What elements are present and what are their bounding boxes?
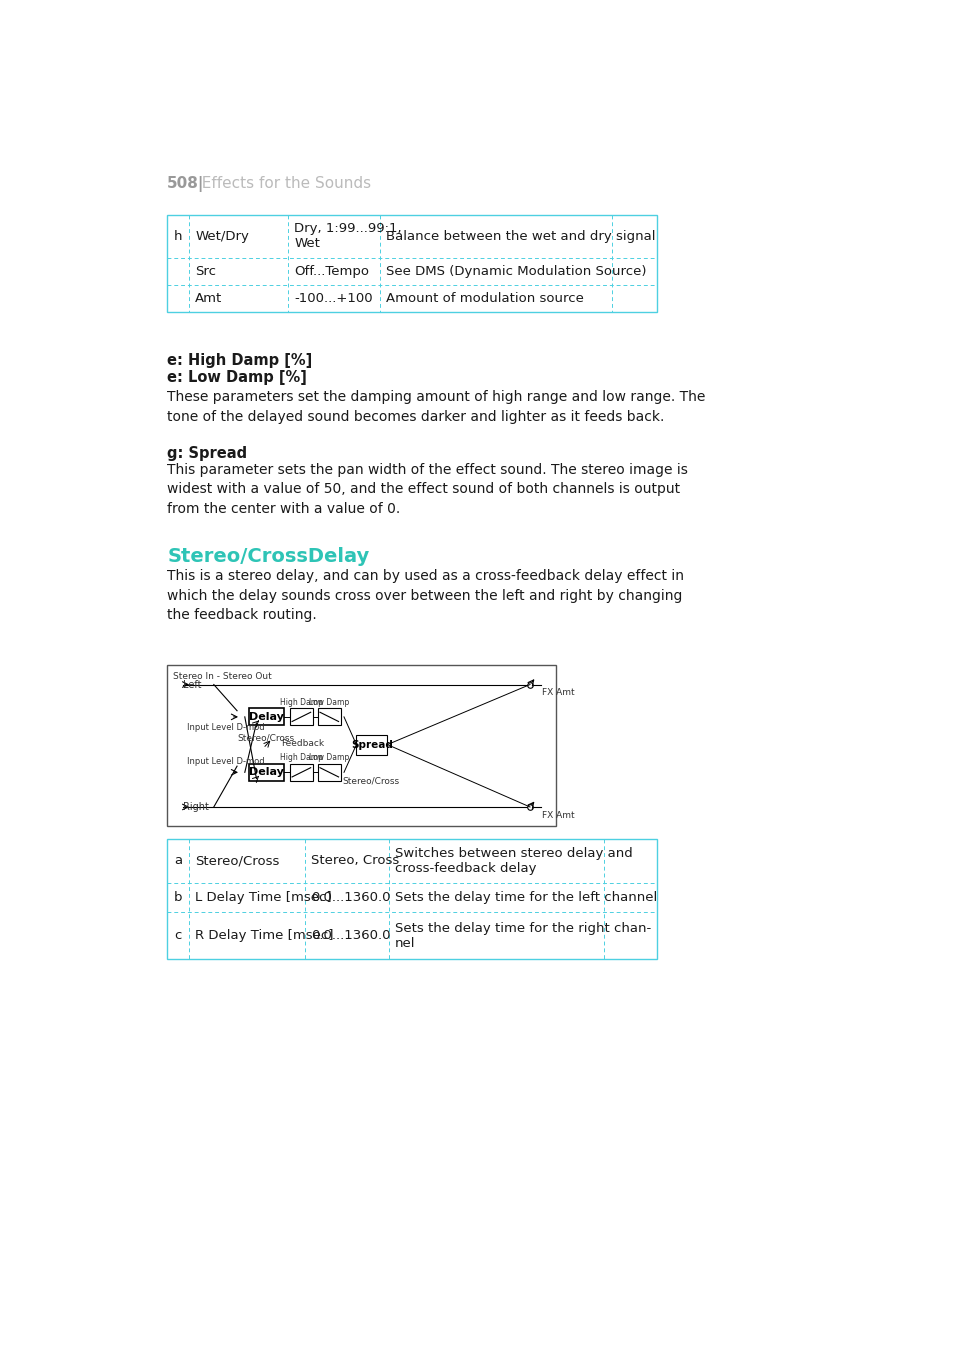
Text: Off...Tempo: Off...Tempo bbox=[294, 265, 369, 278]
Text: Dry, 1:99...99:1,
Wet: Dry, 1:99...99:1, Wet bbox=[294, 222, 401, 250]
Text: This is a stereo delay, and can by used as a cross-feedback delay effect in
whic: This is a stereo delay, and can by used … bbox=[167, 569, 683, 621]
Text: Stereo In - Stereo Out: Stereo In - Stereo Out bbox=[173, 672, 272, 681]
Text: -100...+100: -100...+100 bbox=[294, 292, 373, 305]
Text: High Damp: High Damp bbox=[279, 753, 322, 762]
Text: Spread: Spread bbox=[351, 739, 393, 750]
Text: 0.0...1360.0: 0.0...1360.0 bbox=[311, 891, 391, 904]
Bar bbox=[317, 708, 340, 726]
Text: Stereo/Cross: Stereo/Cross bbox=[195, 854, 279, 868]
Bar bbox=[167, 665, 556, 826]
Text: This parameter sets the pan width of the effect sound. The stereo image is
wides: This parameter sets the pan width of the… bbox=[167, 463, 687, 516]
Bar bbox=[317, 764, 340, 781]
Bar bbox=[290, 764, 313, 781]
Text: e: Low Damp [%]: e: Low Damp [%] bbox=[167, 371, 307, 386]
Text: Left: Left bbox=[183, 680, 201, 689]
Text: High Damp: High Damp bbox=[279, 697, 322, 707]
Text: Input Level D-mod: Input Level D-mod bbox=[187, 757, 265, 766]
Text: Sets the delay time for the left channel: Sets the delay time for the left channel bbox=[395, 891, 657, 904]
Bar bbox=[290, 708, 313, 726]
Bar bbox=[167, 215, 657, 311]
Text: Balance between the wet and dry signal: Balance between the wet and dry signal bbox=[385, 230, 655, 242]
Text: Feedback: Feedback bbox=[281, 738, 324, 747]
Bar bbox=[167, 838, 657, 959]
Text: Wet/Dry: Wet/Dry bbox=[195, 230, 249, 242]
Text: L Delay Time [msec]: L Delay Time [msec] bbox=[195, 891, 332, 904]
Text: Amt: Amt bbox=[195, 292, 222, 305]
Text: b: b bbox=[173, 891, 182, 904]
Text: a: a bbox=[173, 854, 182, 868]
Text: R Delay Time [msec]: R Delay Time [msec] bbox=[195, 929, 334, 942]
Bar bbox=[249, 708, 283, 726]
Text: Stereo/Cross: Stereo/Cross bbox=[342, 777, 399, 785]
Bar bbox=[249, 764, 283, 781]
Text: Input Level D-mod: Input Level D-mod bbox=[187, 723, 265, 733]
Text: Amount of modulation source: Amount of modulation source bbox=[385, 292, 583, 305]
Text: Low Damp: Low Damp bbox=[309, 697, 349, 707]
Text: g: Spread: g: Spread bbox=[167, 445, 247, 460]
Text: Delay: Delay bbox=[249, 768, 283, 777]
Text: h: h bbox=[173, 230, 182, 242]
Text: e: High Damp [%]: e: High Damp [%] bbox=[167, 353, 313, 368]
Text: c: c bbox=[174, 929, 182, 942]
Text: 508|: 508| bbox=[167, 176, 205, 192]
Text: FX Amt: FX Amt bbox=[542, 811, 575, 819]
Text: See DMS (Dynamic Modulation Source): See DMS (Dynamic Modulation Source) bbox=[385, 265, 646, 278]
Bar bbox=[356, 735, 387, 754]
Text: Delay: Delay bbox=[249, 712, 283, 722]
Text: FX Amt: FX Amt bbox=[542, 688, 575, 697]
Text: Src: Src bbox=[195, 265, 216, 278]
Text: Stereo/CrossDelay: Stereo/CrossDelay bbox=[167, 547, 369, 566]
Text: Stereo, Cross: Stereo, Cross bbox=[311, 854, 399, 868]
Text: Sets the delay time for the right chan-
nel: Sets the delay time for the right chan- … bbox=[395, 922, 651, 949]
Text: Stereo/Cross: Stereo/Cross bbox=[236, 734, 294, 743]
Text: 0.0...1360.0: 0.0...1360.0 bbox=[311, 929, 391, 942]
Text: Effects for the Sounds: Effects for the Sounds bbox=[192, 176, 371, 191]
Text: Switches between stereo delay and
cross-feedback delay: Switches between stereo delay and cross-… bbox=[395, 846, 632, 875]
Text: Low Damp: Low Damp bbox=[309, 753, 349, 762]
Text: These parameters set the damping amount of high range and low range. The
tone of: These parameters set the damping amount … bbox=[167, 390, 705, 424]
Text: Right: Right bbox=[183, 802, 209, 812]
